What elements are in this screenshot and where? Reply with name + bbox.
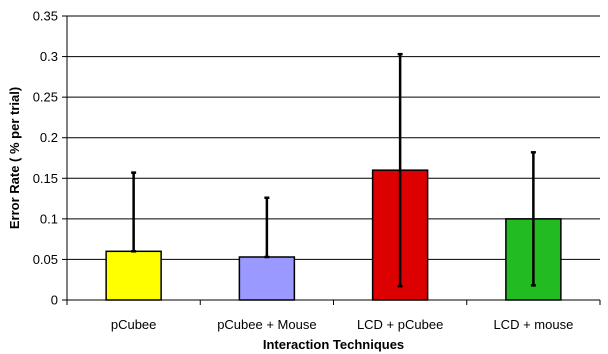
y-tick-label: 0.3 xyxy=(40,49,58,64)
x-category-labels: pCubee pCubee + Mouse LCD + pCubee LCD + mo… xyxy=(111,317,573,332)
bar-1 xyxy=(105,250,162,301)
bar-2 xyxy=(238,256,296,301)
y-tick-label: 0.1 xyxy=(40,211,58,226)
y-tick-label: 0.35 xyxy=(33,9,58,24)
y-tick-labels: 0 0.05 0.1 0.15 0.2 0.25 0.3 0.35 xyxy=(33,9,58,308)
x-axis-title: Interaction Techniques xyxy=(263,337,404,352)
y-tick-label: 0.05 xyxy=(33,252,58,267)
error-bars xyxy=(131,52,536,288)
bars xyxy=(105,169,562,301)
x-category-label: pCubee xyxy=(111,317,157,332)
y-tick-label: 0.2 xyxy=(40,130,58,145)
x-category-label: pCubee + Mouse xyxy=(217,317,316,332)
y-tick-label: 0.15 xyxy=(33,171,58,186)
x-category-label: LCD + mouse xyxy=(493,317,573,332)
y-tick-label: 0 xyxy=(51,293,58,308)
axes xyxy=(66,16,600,301)
x-category-label: LCD + pCubee xyxy=(357,317,443,332)
y-tick-label: 0.25 xyxy=(33,90,58,105)
y-axis-title: Error Rate ( % per trial) xyxy=(7,87,22,229)
